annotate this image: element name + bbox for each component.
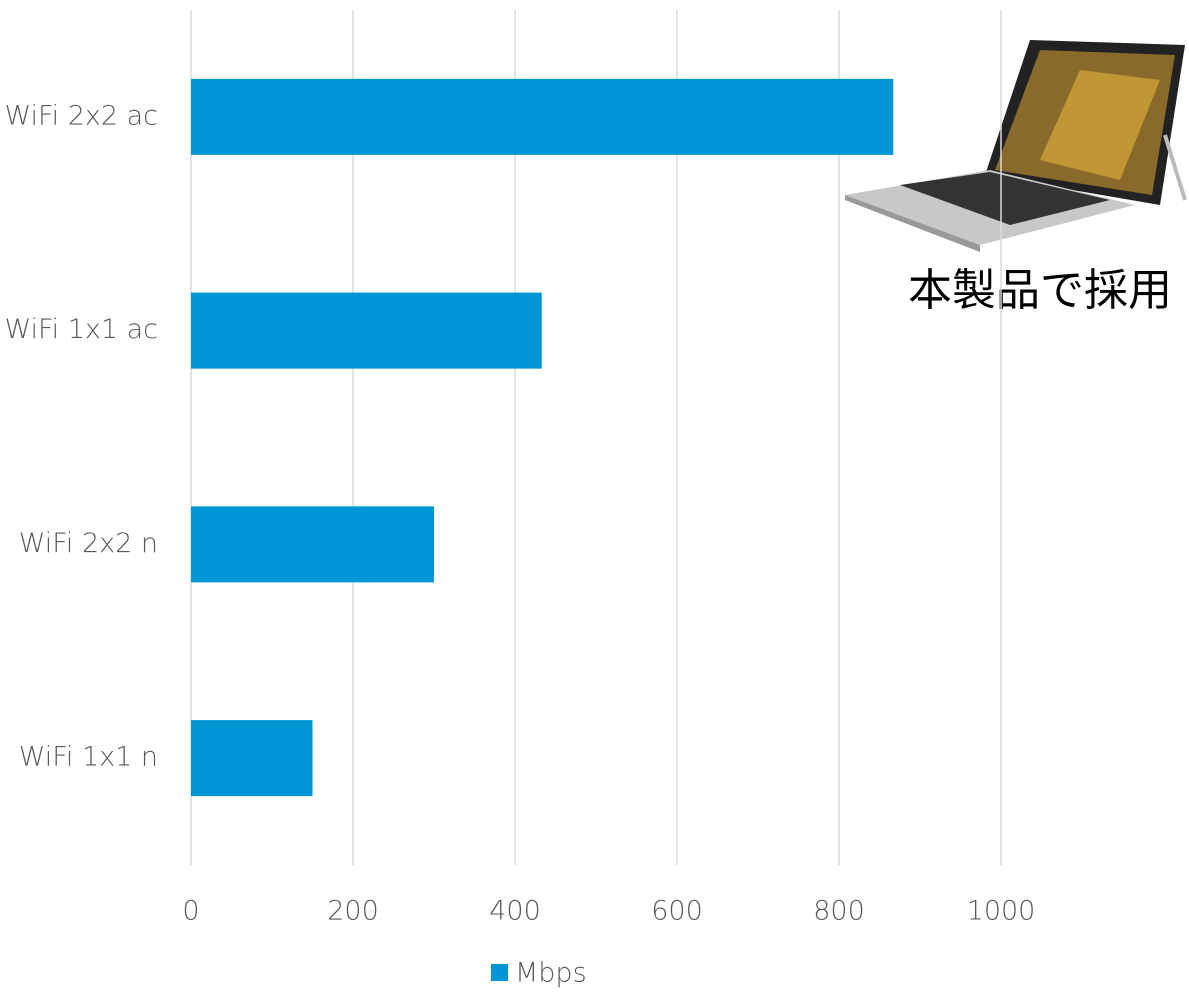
- y-tick-label: WiFi 2x2 ac: [4, 100, 158, 131]
- y-tick-label: WiFi 1x1 n: [19, 742, 158, 773]
- x-tick-label: 800: [813, 896, 865, 927]
- bar: [191, 720, 313, 797]
- legend-swatch: [491, 964, 508, 981]
- legend-label: Mbps: [515, 958, 587, 989]
- x-tick-label: 200: [327, 896, 379, 927]
- laptop-image: [845, 40, 1187, 252]
- y-tick-label: WiFi 1x1 ac: [4, 314, 158, 345]
- bar: [191, 506, 434, 583]
- bar: [191, 78, 894, 155]
- y-tick-label: WiFi 2x2 n: [19, 528, 158, 559]
- x-tick-label: 1000: [967, 896, 1036, 927]
- x-tick-label: 0: [182, 896, 199, 927]
- bar: [191, 292, 542, 369]
- x-tick-label: 400: [489, 896, 541, 927]
- annotation: 本製品で採用: [908, 265, 1172, 316]
- x-tick-label: 600: [651, 896, 703, 927]
